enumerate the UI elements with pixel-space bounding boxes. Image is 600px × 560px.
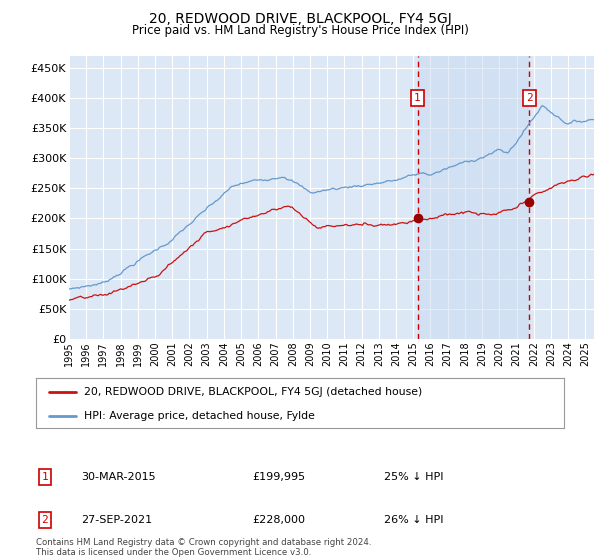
Text: 25% ↓ HPI: 25% ↓ HPI (384, 472, 443, 482)
Text: Contains HM Land Registry data © Crown copyright and database right 2024.
This d: Contains HM Land Registry data © Crown c… (36, 538, 371, 557)
Text: £228,000: £228,000 (252, 515, 305, 525)
Text: 1: 1 (41, 472, 49, 482)
Text: Price paid vs. HM Land Registry's House Price Index (HPI): Price paid vs. HM Land Registry's House … (131, 24, 469, 36)
Text: 26% ↓ HPI: 26% ↓ HPI (384, 515, 443, 525)
Text: HPI: Average price, detached house, Fylde: HPI: Average price, detached house, Fyld… (83, 411, 314, 421)
Text: 2: 2 (526, 93, 533, 103)
Text: 30-MAR-2015: 30-MAR-2015 (81, 472, 155, 482)
Text: 20, REDWOOD DRIVE, BLACKPOOL, FY4 5GJ (detached house): 20, REDWOOD DRIVE, BLACKPOOL, FY4 5GJ (d… (83, 387, 422, 397)
Text: £199,995: £199,995 (252, 472, 305, 482)
Bar (418, 56, 529, 339)
Text: 27-SEP-2021: 27-SEP-2021 (81, 515, 152, 525)
Text: 20, REDWOOD DRIVE, BLACKPOOL, FY4 5GJ: 20, REDWOOD DRIVE, BLACKPOOL, FY4 5GJ (149, 12, 451, 26)
Text: 2: 2 (41, 515, 49, 525)
Text: 1: 1 (414, 93, 421, 103)
